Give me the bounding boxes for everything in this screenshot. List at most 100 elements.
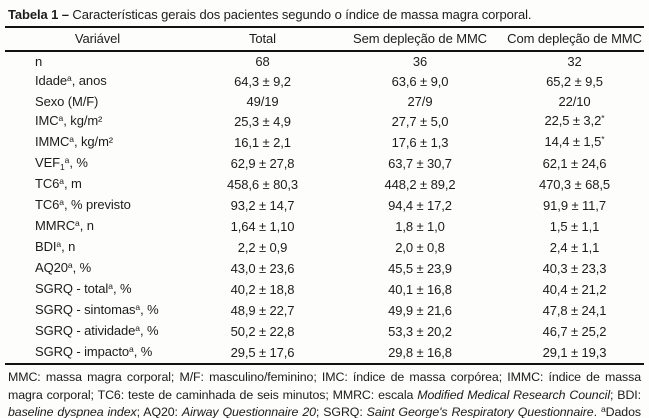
value-cell: 25,3 ± 4,9	[234, 114, 291, 129]
value-cell: 40,3 ± 23,3	[542, 261, 607, 276]
value-cell: 63,7 ± 30,7	[388, 156, 452, 171]
row-label: IMMCa, kg/m²	[35, 133, 114, 150]
footnote-segment: Modified Medical Research Council	[417, 387, 610, 402]
value-cell: 14,4 ± 1,5*	[544, 133, 605, 150]
value-cell: 64,3 ± 9,2	[234, 74, 291, 89]
footnote-segment: ; AQ20:	[136, 405, 182, 418]
footnote-segment: Airway Questionnaire 20	[181, 405, 316, 418]
value-cell: 29,8 ± 16,8	[388, 345, 452, 360]
table-header: Variável Total Sem depleção de MMC Com depl…	[5, 27, 644, 52]
value-cell: 93,2 ± 14,7	[230, 198, 295, 213]
value-cell: 49,9 ± 21,6	[388, 303, 452, 318]
footnote-marker: a	[135, 322, 141, 333]
table-row: SGRQ - sintomasa, % 48,9 ± 22,7 49,9 ± 21,…	[5, 300, 644, 321]
value-cell: 49/19	[246, 94, 279, 109]
table-row: VEF1a, % 62,9 ± 27,8 63,7 ± 30,7 62,1 ± 24,…	[5, 153, 644, 174]
value-cell: 16,1 ± 2,1	[234, 135, 291, 150]
footnote-marker: a	[64, 154, 70, 165]
table-row: TC6a, % previsto 93,2 ± 14,7 94,4 ± 17,2 91…	[5, 195, 644, 216]
footnote-marker: a	[128, 343, 134, 354]
value-cell: 2,2 ± 0,9	[237, 240, 288, 255]
row-label: MMRCa, n	[35, 217, 94, 234]
value-cell: 45,5 ± 23,9	[388, 261, 452, 276]
value-cell: 1,64 ± 1,10	[230, 219, 295, 234]
row-label: AQ20a, %	[35, 259, 92, 276]
value-cell: 29,1 ± 19,3	[542, 345, 607, 360]
footnote-segment: Dados apresentados em média ± dp. *p < 0…	[605, 405, 641, 418]
value-cell: 17,6 ± 1,3	[391, 135, 449, 150]
footnote-marker: a	[59, 175, 64, 186]
table-row: IMCa, kg/m² 25,3 ± 4,9 27,7 ± 5,0 22,5 ± 3,…	[5, 111, 644, 132]
column-header: Total	[190, 27, 335, 52]
value-cell: 448,2 ± 89,2	[384, 177, 456, 192]
row-label: TC6a, % previsto	[35, 196, 131, 213]
footnote-segment: ; SGRQ:	[315, 405, 367, 418]
footnote-segment: Saint George's Respiratory Questionnaire	[366, 405, 594, 418]
value-cell: 47,8 ± 24,1	[542, 303, 607, 318]
header-row: Variável Total Sem depleção de MMC Com depl…	[5, 27, 644, 52]
table-row: n 68 36 32	[5, 51, 644, 71]
value-cell: 2,0 ± 0,8	[395, 240, 445, 255]
table-body: n 68 36 32 Idadea, anos 64,3 ± 9,2 63,6 ± 9,0 6…	[5, 51, 644, 364]
patients-table: Variável Total Sem depleção de MMC Com depl…	[5, 26, 644, 365]
table-row: TC6a, m 458,6 ± 80,3 448,2 ± 89,2 470,3 ± 6…	[5, 174, 644, 195]
column-header: Variável	[5, 27, 190, 52]
value-cell: 53,3 ± 20,2	[388, 324, 452, 339]
value-cell: 46,7 ± 25,2	[542, 324, 607, 339]
table-title-text: Características gerais dos pacientes seg…	[68, 7, 532, 22]
table-row: SGRQ - totala, % 40,2 ± 18,8 40,1 ± 16,8 40…	[5, 279, 644, 300]
value-cell: 29,5 ± 17,6	[230, 345, 295, 360]
footnote-marker: a	[59, 196, 64, 207]
column-header: Sem depleção de MMC	[335, 27, 505, 52]
footnote-marker: a	[108, 280, 113, 291]
footnote-segment: baseline dyspnea index	[8, 405, 137, 418]
footnote-segment: MMC: massa magra corporal; M/F: masculin…	[8, 370, 641, 402]
value-cell: 27,7 ± 5,0	[391, 114, 449, 129]
row-label: BDIa, n	[35, 238, 76, 255]
footnote-marker: a	[135, 301, 141, 312]
value-cell: 36	[412, 54, 428, 69]
footnote-marker: a	[69, 133, 74, 144]
value-cell: 62,9 ± 27,8	[230, 156, 295, 171]
value-cell: 40,2 ± 18,8	[230, 282, 295, 297]
row-label: SGRQ - impactoa, %	[35, 343, 153, 360]
table-row: SGRQ - impactoa, % 29,5 ± 17,6 29,8 ± 16,8…	[5, 342, 644, 364]
value-cell: 1,5 ± 1,1	[549, 219, 600, 234]
value-cell: 40,4 ± 21,2	[542, 282, 607, 297]
row-label: Sexo (M/F)	[35, 94, 99, 109]
table-row: BDIa, n 2,2 ± 0,9 2,0 ± 0,8 2,4 ± 1,1	[5, 237, 644, 258]
value-cell: 22,5 ± 3,2*	[544, 112, 605, 129]
row-label: SGRQ - sintomasa, %	[35, 301, 159, 318]
table-title: Tabela 1 – Características gerais dos pa…	[5, 6, 644, 26]
significance-asterisk: *	[601, 133, 605, 144]
table-row: MMRCa, n 1,64 ± 1,10 1,8 ± 1,0 1,5 ± 1,1	[5, 216, 644, 237]
column-header: Com depleção de MMC	[505, 27, 644, 52]
table-row: AQ20a, % 43,0 ± 23,6 45,5 ± 23,9 40,3 ± 23,…	[5, 258, 644, 279]
table-row: Idadea, anos 64,3 ± 9,2 63,6 ± 9,0 65,2 ± 9…	[5, 71, 644, 92]
row-label: IMCa, kg/m²	[35, 112, 103, 129]
footnote-segment: ; BDI:	[610, 387, 641, 402]
footnote-segment: a	[600, 403, 606, 414]
footnote-marker: a	[67, 259, 73, 270]
value-cell: 32	[567, 54, 582, 69]
table-row: IMMCa, kg/m² 16,1 ± 2,1 17,6 ± 1,3 14,4 ± 1…	[5, 132, 644, 153]
value-cell: 43,0 ± 23,6	[230, 261, 295, 276]
row-label: SGRQ - totala, %	[35, 280, 132, 297]
value-cell: 1,8 ± 1,0	[395, 219, 445, 234]
value-cell: 470,3 ± 68,5	[539, 177, 610, 192]
footnote-marker: a	[67, 72, 72, 83]
row-label: SGRQ - atividadea, %	[35, 322, 159, 339]
value-cell: 48,9 ± 22,7	[230, 303, 295, 318]
value-cell: 94,4 ± 17,2	[388, 198, 452, 213]
row-label: n	[35, 54, 43, 69]
value-cell: 50,2 ± 22,8	[230, 324, 295, 339]
footnote-marker: a	[56, 238, 62, 249]
value-cell: 62,1 ± 24,6	[542, 156, 607, 171]
table-footnote: MMC: massa magra corporal; M/F: masculin…	[5, 365, 644, 418]
footnote-segment: .	[593, 405, 601, 418]
value-cell: 40,1 ± 16,8	[388, 282, 452, 297]
value-cell: 2,4 ± 1,1	[549, 240, 600, 255]
footnote-marker: a	[75, 217, 80, 228]
significance-asterisk: *	[601, 112, 605, 123]
